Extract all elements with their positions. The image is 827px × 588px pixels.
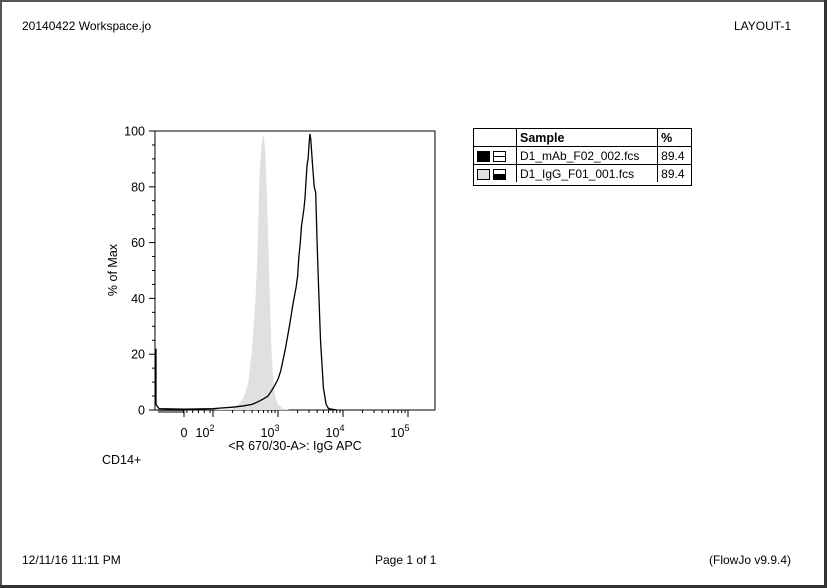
- y-axis-label: % of Max: [106, 243, 120, 296]
- y-tick-label: 40: [131, 292, 145, 306]
- x-tick-label: 102: [196, 423, 215, 440]
- window-frame-right: [824, 0, 827, 588]
- legend-row: D1_IgG_F01_001.fcs 89.4: [474, 164, 691, 182]
- x-tick-label: 103: [261, 423, 280, 440]
- legend-pct-value: 89.4: [657, 146, 691, 165]
- print-timestamp: 12/11/16 11:11 PM: [22, 553, 121, 567]
- legend-swatch-cell: [474, 146, 517, 165]
- legend-sample-name: D1_IgG_F01_001.fcs: [516, 164, 659, 182]
- legend-pct-header: %: [657, 129, 691, 147]
- black-fill-swatch-icon: [477, 150, 490, 162]
- gate-caption: CD14+: [102, 453, 142, 467]
- y-tick-label: 100: [124, 125, 145, 139]
- y-tick-label: 80: [131, 180, 145, 194]
- legend-row: D1_mAb_F02_002.fcs 89.4: [474, 146, 691, 165]
- series-group: [155, 133, 337, 411]
- half-fill-swatch-icon: [493, 168, 507, 180]
- page-number: Page 1 of 1: [375, 553, 437, 567]
- x-tick-label: 105: [391, 423, 410, 440]
- software-version: (FlowJo v9.9.4): [709, 553, 792, 567]
- y-tick-label: 20: [131, 348, 145, 362]
- legend-sample-name: D1_mAb_F02_002.fcs: [516, 146, 659, 165]
- x-axis-ticks: 0 102 103 104 105: [158, 410, 410, 440]
- line-pattern-swatch-icon: [493, 150, 507, 162]
- x-axis-label: <R 670/30-A>: IgG APC: [228, 439, 361, 453]
- grey-fill-swatch-icon: [477, 168, 490, 180]
- mab-stained-histogram: [155, 133, 337, 411]
- window-frame-left: [0, 0, 2, 588]
- x-tick-label: 104: [326, 423, 345, 440]
- igg-control-histogram: [213, 133, 290, 411]
- legend-swatch-header: [474, 129, 517, 147]
- window-frame-bottom: [0, 585, 827, 588]
- legend-sample-header: Sample: [516, 129, 659, 147]
- x-tick-label: 0: [181, 426, 188, 440]
- legend-pct-value: 89.4: [661, 166, 685, 181]
- y-tick-label: 0: [138, 404, 145, 418]
- legend-table: Sample % D1_mAb_F02_002.fcs 89.4 D1_IgG_…: [473, 128, 692, 186]
- legend-header-row: Sample %: [474, 129, 691, 147]
- window-frame-top: [0, 0, 827, 2]
- y-tick-label: 60: [131, 236, 145, 250]
- workspace-title: 20140422 Workspace.jo: [22, 19, 152, 33]
- plot-frame: [154, 130, 436, 411]
- layout-name: LAYOUT-1: [734, 19, 792, 33]
- legend-swatch-cell: [474, 164, 517, 182]
- y-axis-ticks: 0 20 40 60 80 100: [124, 125, 155, 418]
